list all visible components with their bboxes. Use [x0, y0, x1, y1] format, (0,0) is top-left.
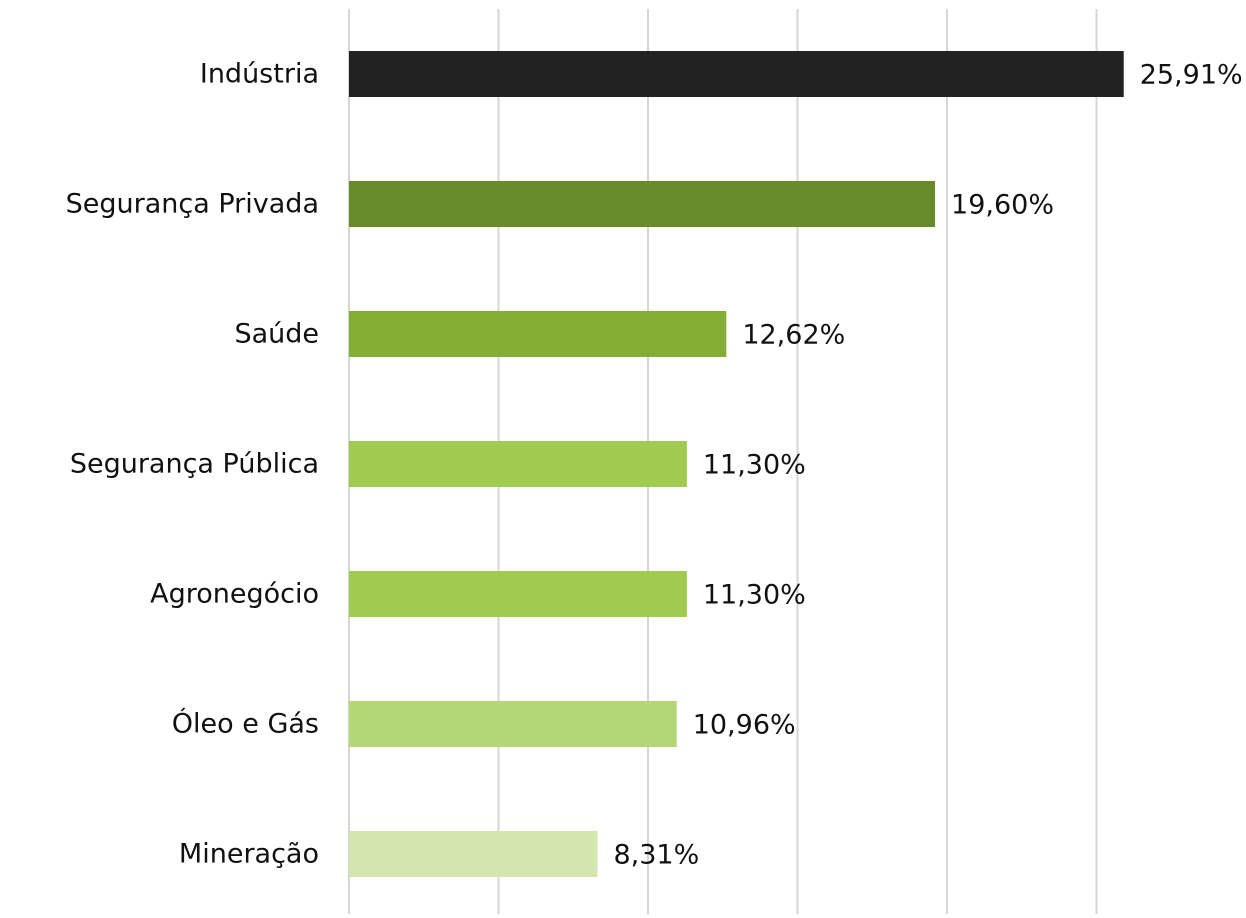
- category-label: Segurança Privada: [66, 189, 319, 220]
- category-label: Indústria: [200, 59, 319, 90]
- category-label: Agronegócio: [150, 579, 319, 610]
- value-label: 8,31%: [613, 840, 699, 871]
- value-label: 25,91%: [1140, 60, 1243, 91]
- category-label: Saúde: [234, 319, 319, 350]
- value-label: 11,30%: [703, 450, 806, 481]
- value-label: 19,60%: [951, 190, 1054, 221]
- bar: [349, 831, 598, 877]
- bar: [349, 311, 727, 357]
- bar: [349, 181, 936, 227]
- value-label: 11,30%: [703, 580, 806, 611]
- category-label: Óleo e Gás: [172, 708, 319, 740]
- bar: [349, 441, 687, 487]
- value-label: 10,96%: [693, 710, 796, 741]
- value-label: 12,62%: [742, 320, 845, 351]
- bar: [349, 51, 1124, 97]
- bar: [349, 571, 687, 617]
- category-label: Mineração: [179, 839, 319, 870]
- category-label: Segurança Pública: [70, 449, 319, 480]
- bar: [349, 701, 677, 747]
